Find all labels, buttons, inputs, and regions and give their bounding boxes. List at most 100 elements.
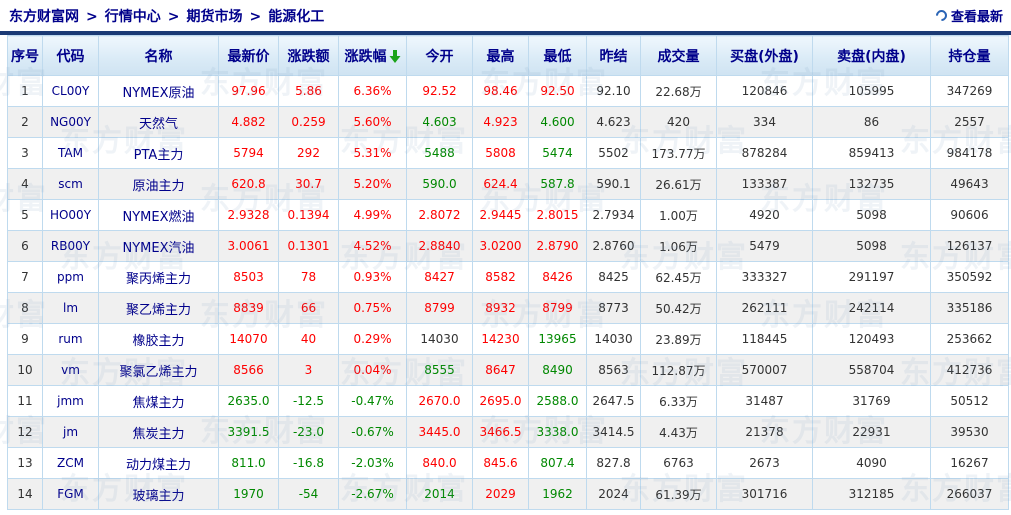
- cell-last-price: 8566: [218, 354, 279, 386]
- cell-prev-settle: 3414.5: [586, 416, 641, 448]
- cell-change-percent: -2.03%: [338, 447, 407, 479]
- breadcrumb-item-3: 能源化工: [268, 8, 325, 25]
- cell-code[interactable]: RB00Y: [42, 230, 99, 262]
- cell-name[interactable]: 天然气: [98, 106, 219, 138]
- cell-change-amount: 5.86: [278, 75, 339, 107]
- cell-high: 14230: [472, 323, 529, 355]
- cell-code[interactable]: jmm: [42, 385, 99, 417]
- cell-low: 2.8790: [528, 230, 587, 262]
- col-header-prev-settle[interactable]: 昨结: [586, 35, 641, 76]
- cell-name[interactable]: 聚乙烯主力: [98, 292, 219, 324]
- col-header-code[interactable]: 代码: [42, 35, 99, 76]
- cell-name[interactable]: NYMEX燃油: [98, 199, 219, 231]
- table-row: 12 jm 焦炭主力 3391.5 -23.0 -0.67% 3445.0 3466.5 333…: [7, 416, 1009, 448]
- cell-change-amount: 30.7: [278, 168, 339, 200]
- cell-code[interactable]: scm: [42, 168, 99, 200]
- breadcrumb-item-2[interactable]: 期货市场: [186, 8, 243, 25]
- col-header-open-interest[interactable]: 持仓量: [930, 35, 1009, 76]
- col-header-name[interactable]: 名称: [98, 35, 219, 76]
- cell-open: 14030: [406, 323, 473, 355]
- col-header-sell-inner[interactable]: 卖盘(内盘): [812, 35, 931, 76]
- cell-volume: 1.06万: [640, 230, 717, 262]
- col-header-volume[interactable]: 成交量: [640, 35, 717, 76]
- cell-high: 845.6: [472, 447, 529, 479]
- cell-change-amount: 66: [278, 292, 339, 324]
- cell-last-price: 2.9328: [218, 199, 279, 231]
- cell-high: 2695.0: [472, 385, 529, 417]
- col-header-label: 卖盘(内盘): [837, 48, 906, 65]
- cell-name[interactable]: 聚氯乙烯主力: [98, 354, 219, 386]
- cell-code[interactable]: NG00Y: [42, 106, 99, 138]
- col-header-label: 序号: [11, 48, 39, 65]
- col-header-change-amount[interactable]: 涨跌额: [278, 35, 339, 76]
- cell-code[interactable]: HO00Y: [42, 199, 99, 231]
- col-header-label: 涨跌幅: [344, 48, 387, 65]
- cell-sell-inner: 312185: [812, 478, 931, 510]
- cell-buy-outer: 334: [716, 106, 813, 138]
- cell-open: 2670.0: [406, 385, 473, 417]
- cell-name[interactable]: NYMEX汽油: [98, 230, 219, 262]
- cell-code[interactable]: ZCM: [42, 447, 99, 479]
- cell-low: 2.8015: [528, 199, 587, 231]
- cell-code[interactable]: TAM: [42, 137, 99, 169]
- cell-volume: 6763: [640, 447, 717, 479]
- breadcrumb-separator: >: [86, 8, 98, 25]
- cell-change-amount: -23.0: [278, 416, 339, 448]
- cell-high: 8647: [472, 354, 529, 386]
- table-row: 7 ppm 聚丙烯主力 8503 78 0.93% 8427 8582 8426 8425 62.4…: [7, 261, 1009, 293]
- top-bar: 东方财富网 > 行情中心 > 期货市场 > 能源化工 查看最新: [0, 0, 1011, 31]
- cell-code[interactable]: rum: [42, 323, 99, 355]
- cell-name[interactable]: 焦煤主力: [98, 385, 219, 417]
- col-header-open[interactable]: 今开: [406, 35, 473, 76]
- cell-code[interactable]: CL00Y: [42, 75, 99, 107]
- cell-name[interactable]: NYMEX原油: [98, 75, 219, 107]
- cell-open: 92.52: [406, 75, 473, 107]
- cell-name[interactable]: 聚丙烯主力: [98, 261, 219, 293]
- cell-volume: 50.42万: [640, 292, 717, 324]
- cell-name[interactable]: 动力煤主力: [98, 447, 219, 479]
- cell-name[interactable]: PTA主力: [98, 137, 219, 169]
- cell-serial: 3: [7, 137, 43, 169]
- cell-volume: 22.68万: [640, 75, 717, 107]
- col-header-low[interactable]: 最低: [528, 35, 587, 76]
- cell-sell-inner: 5098: [812, 199, 931, 231]
- cell-code[interactable]: jm: [42, 416, 99, 448]
- cell-open-interest: 412736: [930, 354, 1009, 386]
- refresh-button[interactable]: 查看最新: [933, 6, 1003, 25]
- cell-sell-inner: 859413: [812, 137, 931, 169]
- cell-high: 3466.5: [472, 416, 529, 448]
- cell-serial: 10: [7, 354, 43, 386]
- table-row: 11 jmm 焦煤主力 2635.0 -12.5 -0.47% 2670.0 2695.0 25…: [7, 385, 1009, 417]
- cell-name[interactable]: 橡胶主力: [98, 323, 219, 355]
- cell-name[interactable]: 原油主力: [98, 168, 219, 200]
- cell-name[interactable]: 焦炭主力: [98, 416, 219, 448]
- cell-serial: 11: [7, 385, 43, 417]
- cell-open: 5488: [406, 137, 473, 169]
- col-header-high[interactable]: 最高: [472, 35, 529, 76]
- cell-high: 8582: [472, 261, 529, 293]
- cell-change-percent: 5.60%: [338, 106, 407, 138]
- breadcrumb-item-0[interactable]: 东方财富网: [9, 8, 79, 25]
- col-header-serial[interactable]: 序号: [7, 35, 43, 76]
- cell-change-percent: 0.29%: [338, 323, 407, 355]
- cell-code[interactable]: vm: [42, 354, 99, 386]
- cell-buy-outer: 301716: [716, 478, 813, 510]
- cell-buy-outer: 4920: [716, 199, 813, 231]
- cell-change-percent: 5.31%: [338, 137, 407, 169]
- cell-last-price: 1970: [218, 478, 279, 510]
- breadcrumb-separator: >: [249, 8, 262, 25]
- cell-volume: 62.45万: [640, 261, 717, 293]
- col-header-last-price[interactable]: 最新价: [218, 35, 279, 76]
- cell-code[interactable]: ppm: [42, 261, 99, 293]
- cell-serial: 1: [7, 75, 43, 107]
- cell-name[interactable]: 玻璃主力: [98, 478, 219, 510]
- cell-code[interactable]: FGM: [42, 478, 99, 510]
- cell-code[interactable]: lm: [42, 292, 99, 324]
- cell-change-percent: 5.20%: [338, 168, 407, 200]
- breadcrumb-item-1[interactable]: 行情中心: [104, 8, 161, 25]
- col-header-buy-outer[interactable]: 买盘(外盘): [716, 35, 813, 76]
- col-header-label: 成交量: [657, 48, 700, 65]
- col-header-change-percent[interactable]: 涨跌幅: [338, 35, 407, 76]
- cell-last-price: 97.96: [218, 75, 279, 107]
